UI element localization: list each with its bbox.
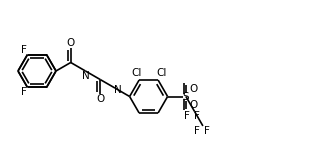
Text: N: N	[114, 85, 122, 95]
Text: S: S	[182, 91, 189, 102]
Text: O: O	[190, 100, 198, 109]
Text: F: F	[194, 126, 200, 136]
Text: O: O	[190, 83, 198, 93]
Text: Cl: Cl	[131, 68, 141, 78]
Text: F: F	[21, 45, 26, 55]
Text: F: F	[194, 111, 200, 121]
Text: F: F	[204, 126, 210, 136]
Text: Cl: Cl	[156, 68, 166, 78]
Text: F: F	[21, 87, 26, 97]
Text: O: O	[67, 38, 75, 48]
Text: O: O	[96, 94, 104, 104]
Text: N: N	[82, 71, 89, 81]
Text: F: F	[184, 111, 190, 121]
